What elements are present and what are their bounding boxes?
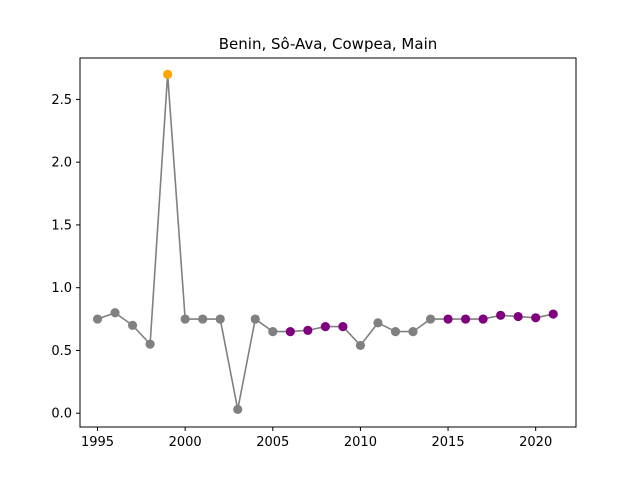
data-point: [250, 314, 260, 324]
data-point: [390, 327, 401, 337]
data-point: [320, 321, 330, 332]
data-point: [285, 327, 295, 337]
data-point: [163, 69, 173, 79]
data-point: [425, 314, 436, 324]
data-point: [548, 309, 558, 319]
data-point: [198, 314, 208, 324]
data-point: [127, 320, 138, 330]
x-tick-label: 2015: [432, 435, 465, 450]
data-point: [110, 308, 120, 318]
y-tick-label: 1.5: [51, 218, 72, 233]
data-point: [303, 325, 313, 335]
data-point: [478, 314, 488, 324]
y-tick-label: 0.0: [51, 407, 72, 422]
x-tick-label: 2000: [169, 435, 202, 450]
axes-layer: 1995 2000 2005 2010 2015 2020 0.0 0.5 1.0 1.5 2.0 2…: [51, 93, 552, 450]
y-tick-label: 0.5: [51, 344, 72, 359]
data-point: [373, 318, 383, 328]
data-point: [460, 314, 471, 324]
data-point: [233, 404, 243, 415]
chart-title: Benin, Sô-Ava, Cowpea, Main: [219, 35, 438, 53]
y-tick-label: 2.5: [51, 93, 72, 108]
data-point: [443, 314, 453, 324]
series-line: [97, 74, 554, 410]
data-point: [215, 314, 225, 324]
x-tick-label: 2010: [344, 435, 377, 450]
data-point: [180, 314, 190, 324]
data-point: [496, 310, 506, 320]
data-point: [92, 314, 103, 324]
data-point: [408, 327, 418, 337]
plot-frame: [79, 57, 577, 428]
data-point: [355, 340, 366, 351]
data-point: [145, 339, 155, 349]
data-point: [531, 313, 541, 323]
x-tick-label: 2020: [519, 435, 552, 450]
data-point: [268, 327, 278, 337]
data-point: [338, 321, 348, 332]
x-tick-label: 2005: [256, 435, 289, 450]
y-tick-label: 2.0: [51, 156, 72, 171]
data-point: [513, 311, 523, 322]
x-tick-label: 1995: [81, 435, 114, 450]
y-tick-label: 1.0: [51, 281, 72, 296]
plot-layer: [92, 69, 558, 415]
